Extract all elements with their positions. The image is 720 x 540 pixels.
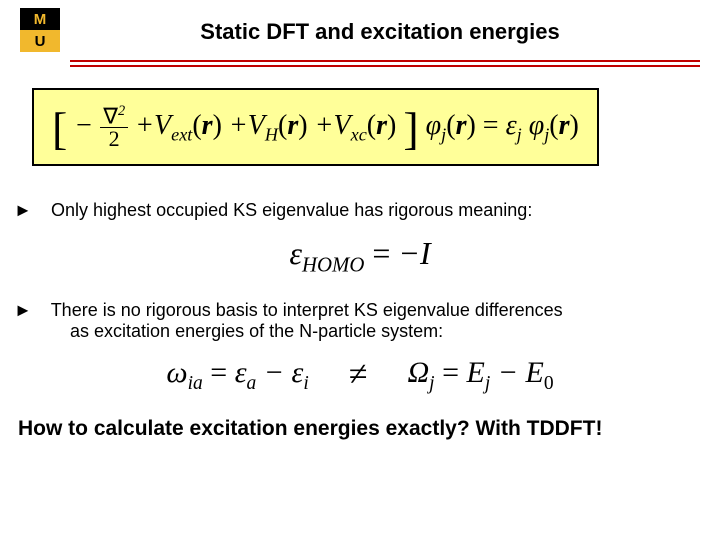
bullet-1-text: Only highest occupied KS eigenvalue has … — [51, 200, 532, 220]
slide-title: Static DFT and excitation energies — [60, 19, 700, 45]
big-omega-equation: Ωj = Ej − E0 — [407, 356, 553, 395]
not-equal-sign: ≠ — [349, 356, 368, 394]
bullet-2-text-a: There is no rigorous basis to interpret … — [51, 300, 563, 320]
bullet-2: ► There is no rigorous basis to interpre… — [32, 300, 688, 342]
logo-bottom-letter: U — [20, 30, 60, 52]
ks-equation-box: [ − ∇2 2 +Vext(r) +VH(r) +Vxc(r) ] φj(r)… — [32, 88, 599, 166]
bullet-2-text-b: as excitation energies of the N-particle… — [70, 321, 443, 341]
logo-top-letter: M — [20, 8, 60, 30]
excitation-equation-row: ωia = εa − εi ≠ Ωj = Ej − E0 — [32, 356, 688, 395]
closing-question: How to calculate excitation energies exa… — [0, 417, 720, 441]
header-rules — [70, 60, 700, 67]
ks-equation: [ − ∇2 2 +Vext(r) +VH(r) +Vxc(r) ] φj(r)… — [52, 110, 579, 141]
omega-equation: ωia = εa − εi — [166, 356, 308, 395]
homo-equation: εHOMO = −I — [32, 235, 688, 277]
university-logo: M U — [20, 8, 60, 56]
bullet-1: ► Only highest occupied KS eigenvalue ha… — [32, 200, 688, 221]
bullet-arrow-icon: ► — [32, 200, 46, 221]
bullet-arrow-icon: ► — [32, 300, 46, 321]
